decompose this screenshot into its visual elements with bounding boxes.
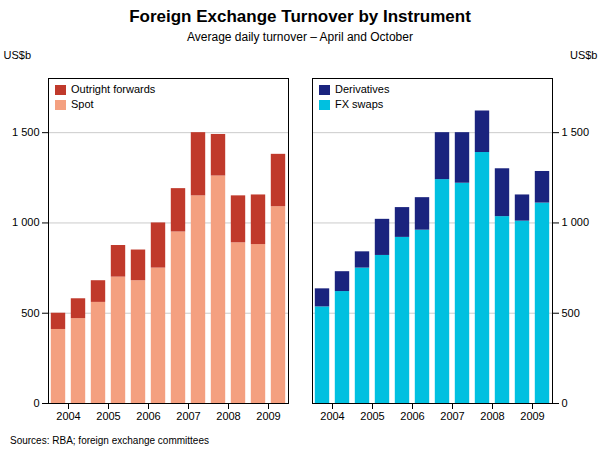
html-text:Derivatives: Derivatives [335, 83, 390, 95]
svg-text:2004: 2004 [56, 410, 80, 422]
svg-text:500: 500 [562, 307, 580, 319]
svg-text:0: 0 [33, 397, 39, 409]
svg-text:2005: 2005 [96, 410, 120, 422]
svg-text:2005: 2005 [360, 410, 384, 422]
html-text:Foreign Exchange Turnover by I: Foreign Exchange Turnover by Instrument [129, 7, 471, 26]
svg-text:1 000: 1 000 [562, 216, 590, 228]
svg-text:0: 0 [562, 397, 568, 409]
svg-text:US$b: US$b [4, 49, 32, 61]
svg-text:2006: 2006 [136, 410, 160, 422]
svg-text:2007: 2007 [176, 410, 200, 422]
svg-text:1 000: 1 000 [12, 216, 40, 228]
html-text:Outright forwards: Outright forwards [71, 83, 156, 95]
svg-text:2009: 2009 [520, 410, 544, 422]
html-text:Sources: RBA; foreign exchange: Sources: RBA; foreign exchange committee… [10, 435, 209, 446]
svg-text:2004: 2004 [320, 410, 344, 422]
svg-text:1 500: 1 500 [562, 126, 590, 138]
svg-text:2009: 2009 [256, 410, 280, 422]
html-text:FX swaps: FX swaps [335, 98, 384, 110]
svg-text:1 500: 1 500 [12, 126, 40, 138]
svg-text:500: 500 [21, 307, 39, 319]
html-text:Spot: Spot [71, 98, 94, 110]
svg-text:US$b: US$b [570, 49, 598, 61]
svg-text:2008: 2008 [216, 410, 240, 422]
html-text:Average daily turnover – April: Average daily turnover – April and Octob… [187, 30, 413, 44]
svg-text:2008: 2008 [480, 410, 504, 422]
svg-text:2007: 2007 [440, 410, 464, 422]
svg-text:2006: 2006 [400, 410, 424, 422]
